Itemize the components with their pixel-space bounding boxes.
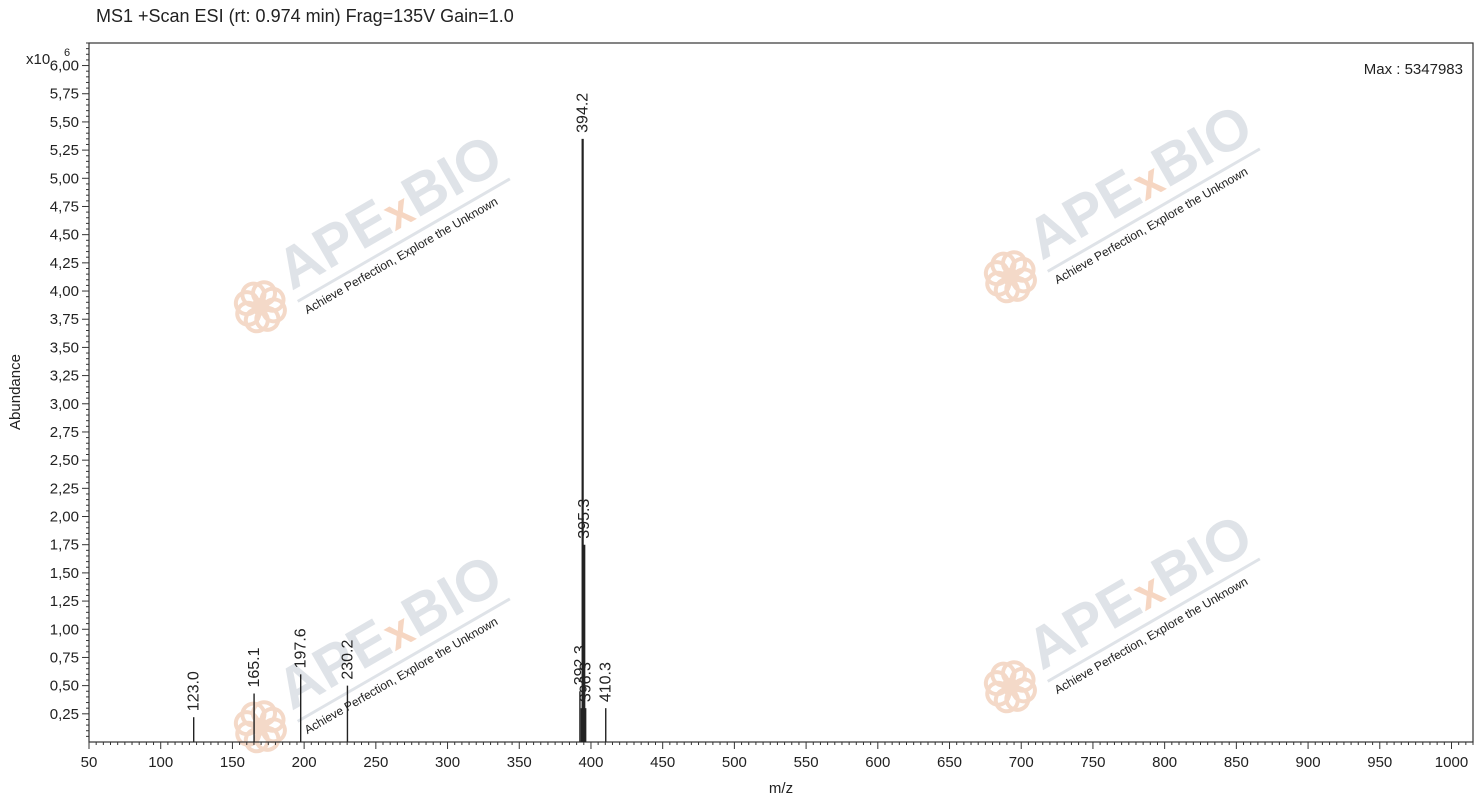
y-tick-label: 1,50 bbox=[50, 565, 79, 582]
y-tick-label: 3,25 bbox=[50, 368, 79, 385]
x-tick-label: 850 bbox=[1224, 754, 1249, 771]
peak-label: 123.0 bbox=[186, 671, 203, 711]
x-tick-label: 950 bbox=[1367, 754, 1392, 771]
y-multiplier-label: x10 bbox=[26, 51, 50, 68]
x-tick-label: 500 bbox=[722, 754, 747, 771]
x-tick-label: 300 bbox=[435, 754, 460, 771]
x-tick-label: 600 bbox=[865, 754, 890, 771]
y-tick-label: 1,25 bbox=[50, 593, 79, 610]
x-tick-label: 50 bbox=[81, 754, 98, 771]
peak-label: 165.1 bbox=[246, 647, 263, 687]
y-tick-label: 2,25 bbox=[50, 480, 79, 497]
max-annotation: Max : 5347983 bbox=[1364, 61, 1463, 78]
peak-label: 410.3 bbox=[598, 662, 615, 702]
y-tick-label: 0,75 bbox=[50, 649, 79, 666]
x-axis: 50 100 150 200 250 300 350 400 450 500 550 600 650 70… bbox=[81, 742, 1474, 771]
y-tick-label: 2,50 bbox=[50, 452, 79, 469]
y-exponent-label: 6 bbox=[64, 47, 70, 59]
y-tick-label: 4,25 bbox=[50, 255, 79, 272]
y-tick-label: 3,75 bbox=[50, 311, 79, 328]
y-tick-label: 2,00 bbox=[50, 509, 79, 526]
watermark-flower-icon bbox=[233, 280, 287, 334]
x-axis-label: m/z bbox=[769, 780, 793, 797]
y-tick-label: 6,00 bbox=[50, 58, 79, 75]
peak-label: 394.2 bbox=[575, 93, 592, 133]
y-axis: 0,25 0,50 0,75 1,00 1,25 1,50 1,75 2,00 2,25 2,50… bbox=[50, 42, 89, 737]
peak-label: 197.6 bbox=[293, 628, 310, 668]
x-tick-label: 650 bbox=[937, 754, 962, 771]
x-tick-label: 150 bbox=[220, 754, 245, 771]
y-tick-label: 0,25 bbox=[50, 706, 79, 723]
x-tick-label: 700 bbox=[1009, 754, 1034, 771]
x-tick-label: 900 bbox=[1296, 754, 1321, 771]
y-tick-label: 5,25 bbox=[50, 142, 79, 159]
x-tick-label: 800 bbox=[1152, 754, 1177, 771]
y-tick-label: 3,00 bbox=[50, 396, 79, 413]
y-tick-label: 0,50 bbox=[50, 678, 79, 695]
y-tick-label: 5,50 bbox=[50, 114, 79, 131]
x-tick-label: 1000 bbox=[1435, 754, 1468, 771]
watermark-flower-icon bbox=[983, 250, 1037, 304]
x-tick-label: 100 bbox=[148, 754, 173, 771]
x-tick-label: 450 bbox=[650, 754, 675, 771]
y-tick-label: 1,75 bbox=[50, 537, 79, 554]
peak-label: 230.2 bbox=[339, 639, 356, 679]
y-tick-label: 3,50 bbox=[50, 339, 79, 356]
y-tick-label: 5,00 bbox=[50, 170, 79, 187]
y-tick-label: 2,75 bbox=[50, 424, 79, 441]
x-tick-label: 250 bbox=[363, 754, 388, 771]
x-tick-label: 750 bbox=[1080, 754, 1105, 771]
y-tick-label: 4,75 bbox=[50, 198, 79, 215]
y-axis-label: Abundance bbox=[7, 354, 24, 430]
x-tick-label: 400 bbox=[578, 754, 603, 771]
y-tick-label: 1,00 bbox=[50, 621, 79, 638]
watermark-flower-icon bbox=[983, 660, 1037, 714]
watermark-flower-icon bbox=[233, 700, 287, 754]
peak-label: 395.3 bbox=[576, 499, 593, 539]
y-tick-label: 5,75 bbox=[50, 86, 79, 103]
y-tick-label: 4,50 bbox=[50, 227, 79, 244]
x-tick-label: 200 bbox=[292, 754, 317, 771]
peak-label: 396.3 bbox=[578, 662, 595, 702]
x-tick-label: 550 bbox=[794, 754, 819, 771]
y-tick-label: 4,00 bbox=[50, 283, 79, 300]
chart-title: MS1 +Scan ESI (rt: 0.974 min) Frag=135V … bbox=[96, 6, 514, 26]
x-tick-label: 350 bbox=[507, 754, 532, 771]
